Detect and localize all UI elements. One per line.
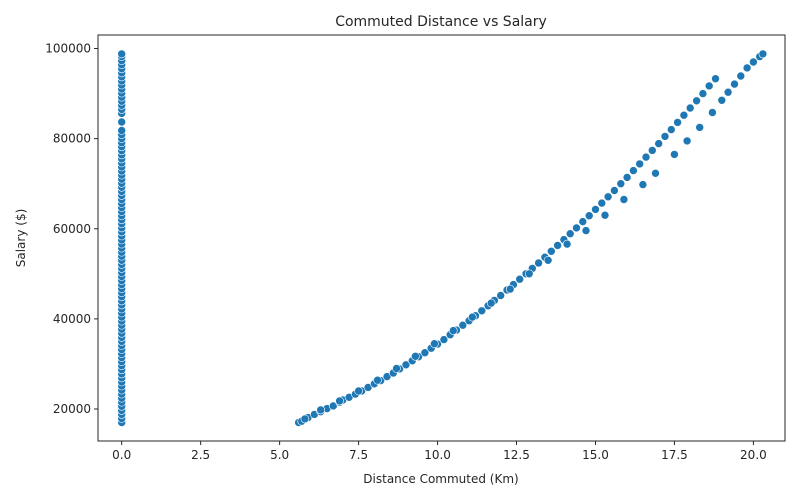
x-tick-label: 0.0 xyxy=(112,448,131,462)
data-point xyxy=(467,312,477,322)
x-tick-label: 20.0 xyxy=(740,448,767,462)
data-point xyxy=(742,63,752,73)
data-point xyxy=(117,49,126,59)
data-point xyxy=(117,117,126,127)
data-point xyxy=(546,247,556,256)
data-point xyxy=(654,139,664,148)
x-tick-label: 15.0 xyxy=(582,448,609,462)
data-point xyxy=(448,326,458,335)
data-point xyxy=(581,226,591,235)
y-tick-label: 20000 xyxy=(53,402,91,416)
data-point xyxy=(704,81,714,91)
data-point xyxy=(373,375,382,385)
data-point xyxy=(736,71,746,81)
x-tick-label: 10.0 xyxy=(424,448,451,462)
data-point xyxy=(328,401,338,411)
data-point xyxy=(420,348,430,358)
data-point xyxy=(584,211,594,220)
data-point xyxy=(553,241,562,250)
data-point xyxy=(679,110,689,120)
data-points xyxy=(117,49,768,427)
data-point xyxy=(430,339,439,349)
data-point xyxy=(698,89,708,98)
data-point xyxy=(660,132,670,141)
data-point xyxy=(695,123,705,132)
data-point xyxy=(610,186,619,195)
data-point xyxy=(692,96,701,106)
x-tick-label: 7.5 xyxy=(349,448,368,462)
data-point xyxy=(572,223,581,233)
data-point xyxy=(717,96,727,105)
data-point xyxy=(335,396,344,406)
data-point xyxy=(458,320,468,330)
data-point xyxy=(543,255,553,265)
data-point xyxy=(392,364,401,373)
data-point xyxy=(685,103,695,113)
x-tick-label: 17.5 xyxy=(661,448,688,462)
x-axis: 0.0 2.5 5.0 7.5 10.0 12.5 15.0 17.5 20.0 xyxy=(112,441,767,462)
data-point xyxy=(749,57,758,67)
data-point xyxy=(603,192,613,202)
x-tick-label: 12.5 xyxy=(503,448,530,462)
data-point xyxy=(316,405,326,415)
data-point xyxy=(300,414,310,424)
x-tick-label: 5.0 xyxy=(270,448,289,462)
y-axis: 20000 40000 60000 80000 100000 xyxy=(45,42,98,416)
data-point xyxy=(635,159,645,169)
data-point xyxy=(629,166,638,175)
data-point xyxy=(638,180,648,189)
x-axis-label: Distance Commuted (Km) xyxy=(363,472,518,486)
y-tick-label: 80000 xyxy=(53,132,91,146)
data-point xyxy=(578,217,588,226)
data-point xyxy=(730,79,739,89)
data-point xyxy=(496,291,506,300)
data-point xyxy=(670,150,679,159)
data-point xyxy=(758,49,768,59)
data-point xyxy=(616,179,626,188)
chart-title: Commuted Distance vs Salary xyxy=(335,14,547,30)
data-point xyxy=(666,125,676,134)
data-point xyxy=(711,74,720,83)
data-point xyxy=(565,229,575,238)
data-point xyxy=(562,239,572,249)
plot-frame xyxy=(97,34,786,442)
data-point xyxy=(641,152,651,162)
data-point xyxy=(486,298,496,308)
data-point xyxy=(600,210,610,220)
data-point xyxy=(411,351,420,361)
data-point xyxy=(505,284,515,294)
data-point xyxy=(673,118,682,127)
y-tick-label: 100000 xyxy=(45,42,91,56)
x-tick-label: 2.5 xyxy=(191,448,210,462)
data-point xyxy=(515,274,525,284)
data-point xyxy=(622,173,632,182)
data-point xyxy=(354,386,363,396)
data-point xyxy=(619,195,629,204)
y-tick-label: 40000 xyxy=(53,312,91,326)
data-point xyxy=(682,136,692,146)
data-point xyxy=(708,108,717,117)
y-tick-label: 60000 xyxy=(53,222,91,236)
data-point xyxy=(597,198,607,208)
data-point xyxy=(651,169,660,178)
data-point xyxy=(401,360,411,370)
y-axis-label: Salary ($) xyxy=(14,209,28,268)
data-point xyxy=(723,87,733,97)
data-point xyxy=(534,258,543,268)
data-point xyxy=(477,306,487,316)
data-point xyxy=(117,126,126,135)
data-point xyxy=(591,205,600,214)
data-point xyxy=(439,335,449,344)
data-point xyxy=(647,146,657,155)
data-point xyxy=(524,269,534,279)
